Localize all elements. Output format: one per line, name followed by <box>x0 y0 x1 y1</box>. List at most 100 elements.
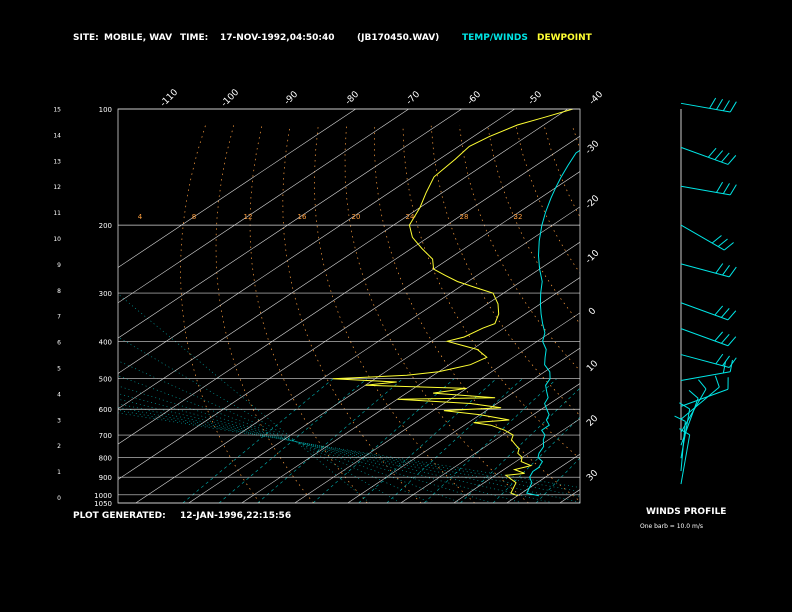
wind-barb-shaft <box>680 146 729 165</box>
pressure-tick-label: 500 <box>99 376 112 384</box>
top-temp-label: -60 <box>466 89 484 107</box>
mixing-ratio-line <box>358 378 497 503</box>
wind-barb-feather <box>727 310 737 321</box>
wind-barb-feather <box>674 415 686 422</box>
wind-barb-feather <box>721 308 730 318</box>
mixing-ratio-line <box>257 378 403 503</box>
top-temp-label: -70 <box>405 89 423 107</box>
isotherm-line <box>118 109 409 304</box>
height-tick-label: 5 <box>57 366 61 373</box>
isotherm-line <box>135 206 580 503</box>
wind-barb-feather <box>721 333 730 344</box>
dry-adiabat-label: 8 <box>192 213 196 221</box>
wind-barb-shaft <box>680 371 731 381</box>
wind-barb-shaft <box>680 102 731 113</box>
wind-barb-feather <box>714 150 724 160</box>
pressure-tick-label: 1050 <box>94 500 112 508</box>
right-temp-label: -10 <box>584 248 602 266</box>
dry-adiabats <box>180 124 792 503</box>
isotherm-line <box>400 383 580 503</box>
wind-barb-shaft <box>680 302 729 321</box>
top-temp-label: -110 <box>159 87 181 109</box>
dry-adiabat-label: 32 <box>514 213 523 221</box>
dry-adiabat <box>628 125 792 503</box>
mixing-ratio-line <box>182 378 334 503</box>
height-tick-label: 6 <box>57 340 61 347</box>
wind-barb-feather <box>721 152 730 163</box>
top-temp-label: -40 <box>588 89 606 107</box>
dry-adiabat <box>543 124 580 218</box>
wind-barb-shaft <box>680 386 720 420</box>
dewpoint-trace <box>332 109 574 497</box>
wind-barb-feather <box>716 99 724 110</box>
wind-barb-feather <box>727 155 737 165</box>
wind-barb-feather <box>698 379 707 390</box>
moist-adiabat <box>118 410 580 492</box>
plot-frame <box>117 108 581 504</box>
mixing-ratio-line <box>535 457 580 503</box>
moist-adiabat <box>118 360 432 503</box>
dry-adiabat <box>769 125 792 503</box>
right-temp-label: -30 <box>584 139 602 157</box>
moist-adiabat <box>118 398 554 503</box>
moist-adiabat <box>118 336 401 503</box>
isotherm-line <box>188 241 580 503</box>
plot-generated-value: 12-JAN-1996,22:15:56 <box>180 511 292 521</box>
dry-adiabat <box>741 125 792 503</box>
isotherm-line <box>613 109 792 503</box>
wind-barb-feather <box>707 147 717 158</box>
wind-barb-shaft <box>680 388 729 407</box>
wind-barb-feather <box>679 428 690 436</box>
moist-adiabats <box>118 293 580 503</box>
pressure-tick-label: 1000 <box>94 492 112 500</box>
moist-adiabat <box>118 407 580 497</box>
mixing-ratio-lines <box>182 378 580 503</box>
moist-adiabat <box>118 293 370 503</box>
height-tick-label: 8 <box>57 288 61 295</box>
pressure-tick-label: 700 <box>99 432 112 440</box>
wind-barb-feather <box>717 238 728 247</box>
wind-barb-feather <box>688 390 699 399</box>
pressure-tick-label: 900 <box>99 474 112 482</box>
height-tick-label: 13 <box>53 158 61 165</box>
winds-profile <box>674 97 737 485</box>
file-name: (JB170450.WAV) <box>357 33 440 43</box>
mixing-ratio-line <box>386 378 523 503</box>
dry-adiabat <box>249 124 368 503</box>
wind-barb-feather <box>722 355 730 366</box>
legend-temp-winds: TEMP/WINDS <box>462 33 528 43</box>
height-tick-label: 1 <box>57 469 61 476</box>
wind-barb-shaft <box>680 354 730 368</box>
right-temp-label: -20 <box>584 193 602 211</box>
wind-barb-feather <box>714 375 720 388</box>
wind-barb-shaft <box>680 224 725 251</box>
top-temp-label: -50 <box>527 89 545 107</box>
legend-dewpoint: DEWPOINT <box>537 33 592 43</box>
dry-adiabat <box>215 124 314 503</box>
wind-barb-feather <box>716 181 724 193</box>
dry-adiabat-label: 12 <box>244 213 253 221</box>
wind-barb-feather <box>722 100 730 112</box>
top-temp-label: -90 <box>283 89 301 107</box>
wind-barb-shaft <box>680 263 730 278</box>
wind-barb-feather <box>715 353 724 365</box>
wind-barb-feather <box>711 235 722 244</box>
isotherm-line <box>347 347 580 503</box>
top-temp-label: -80 <box>344 89 362 107</box>
height-tick-label: 15 <box>53 107 61 114</box>
wind-barb-feather <box>714 331 724 342</box>
wind-barb-shaft <box>680 185 731 196</box>
site-value: MOBILE, WAV <box>104 33 173 43</box>
isotherm-line <box>506 453 580 503</box>
winds-barb-note: One barb = 10.0 m/s <box>640 523 703 530</box>
wind-barb-shaft <box>680 421 686 472</box>
wind-barb-feather <box>728 266 737 278</box>
pressure-tick-label: 600 <box>99 406 112 414</box>
pressure-tick-label: 800 <box>99 454 112 462</box>
mixing-ratio-line <box>460 387 580 503</box>
top-temp-label: -100 <box>220 87 242 109</box>
time-label: TIME: <box>180 33 209 43</box>
dry-adiabat <box>430 124 580 416</box>
wind-barb-feather <box>722 183 730 194</box>
dry-adiabat-label: 20 <box>352 213 361 221</box>
